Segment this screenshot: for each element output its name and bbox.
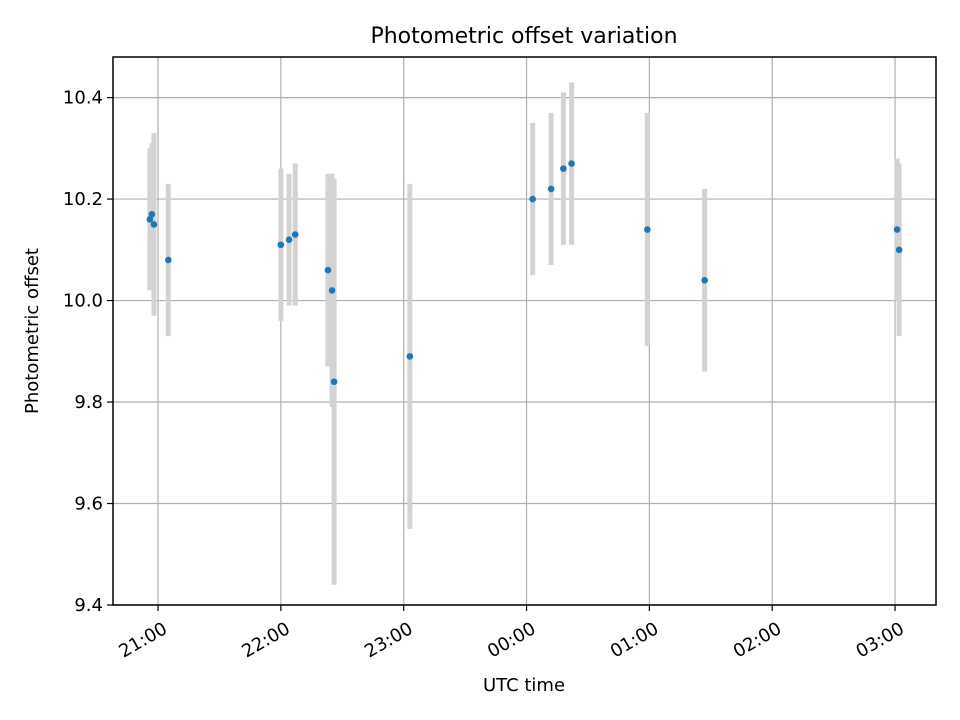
y-tick-label: 9.6 [74,494,103,515]
data-point [701,276,708,284]
data-point [328,287,336,294]
data-point [568,160,575,167]
data-point [148,210,156,218]
data-point [164,256,172,264]
data-point [324,266,332,274]
data-point [644,226,651,233]
x-tick-label: 22:00 [238,618,293,662]
x-tick-label: 23:00 [361,618,416,662]
x-tick-label: 02:00 [730,618,785,662]
x-tick-label: 03:00 [853,618,908,662]
x-tick-label: 01:00 [607,618,662,662]
data-point [285,236,293,243]
data-point [291,231,299,238]
data-point [895,246,903,254]
data-point [146,216,154,223]
y-tick-label: 10.2 [63,189,103,210]
data-point [330,378,338,386]
data-point [529,195,536,203]
data-point [277,241,285,249]
plot-area-frame [112,56,937,606]
y-axis-ticks: 9.4 9.6 9.8 10.0 10.2 10.4 [63,88,113,616]
data-point [150,221,158,228]
y-axis-label: Photometric offset [22,248,43,414]
y-tick-label: 9.4 [74,595,103,616]
y-tick-label: 9.8 [74,392,103,413]
data-point [406,353,414,360]
data-point [547,185,555,193]
data-points [146,160,903,386]
grid [113,57,936,606]
x-tick-label: 00:00 [484,618,539,662]
x-axis-label: UTC time [483,675,565,696]
data-point [560,165,567,172]
chart-title: Photometric offset variation [370,24,677,49]
y-tick-label: 10.4 [63,88,103,109]
data-point [893,226,901,233]
x-tick-label: 21:00 [116,618,171,662]
error-bars [147,82,902,585]
x-axis-ticks: 21:00 22:00 23:00 00:00 01:00 02:00 03:00 [116,605,908,662]
y-tick-label: 10.0 [63,291,103,312]
